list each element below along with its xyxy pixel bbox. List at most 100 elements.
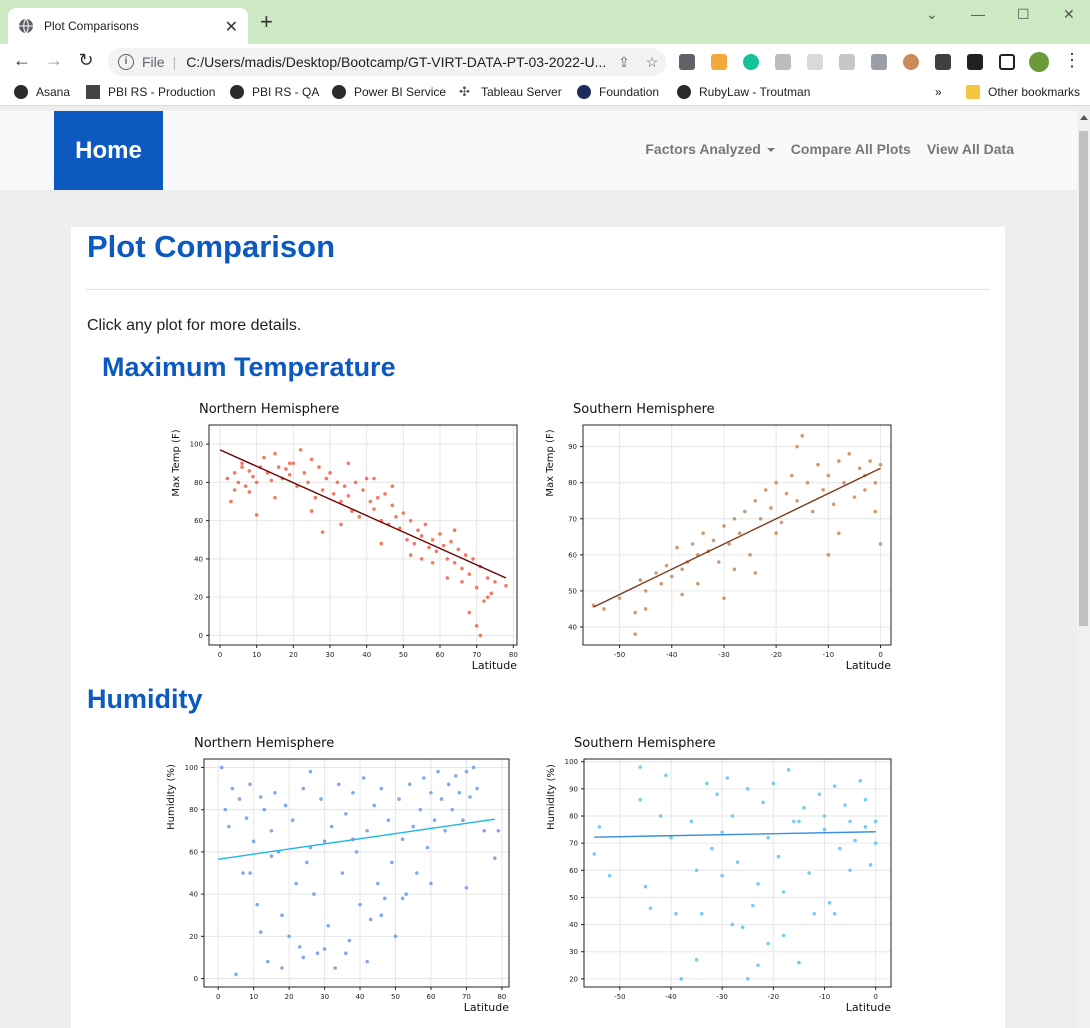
back-arrow-icon[interactable]: ← [13, 50, 31, 70]
data-point [711, 538, 716, 543]
data-point [745, 977, 750, 981]
data-point [669, 574, 674, 579]
bookmark-item[interactable]: Asana [14, 85, 70, 99]
data-point [375, 495, 380, 500]
y-tick-label: 40 [569, 921, 578, 929]
x-tick-label: -10 [823, 651, 834, 659]
y-tick-label: 50 [569, 894, 578, 902]
data-point [842, 480, 846, 485]
share-icon[interactable]: ⇪ [618, 53, 630, 70]
data-point [255, 902, 259, 907]
browser-tab[interactable]: Plot Comparisons ✕ [8, 8, 248, 44]
address-bar[interactable]: i File | C:/Users/madis/Desktop/Bootcamp… [108, 48, 666, 76]
vertical-scrollbar[interactable] [1077, 111, 1090, 1028]
data-point [722, 524, 726, 528]
data-point [456, 547, 461, 552]
data-point [418, 807, 423, 812]
bookmark-star-icon[interactable]: ☆ [645, 53, 659, 70]
data-point [454, 774, 458, 778]
bookmark-item[interactable]: PBI RS - Production [86, 85, 215, 99]
data-point [372, 803, 377, 808]
scrollbar-thumb[interactable] [1079, 131, 1088, 626]
kebab-menu-icon[interactable]: ⋮ [1063, 50, 1081, 70]
view-all-data-link[interactable]: View All Data [926, 141, 1014, 157]
data-point [597, 825, 602, 829]
grammarly-icon[interactable] [743, 54, 759, 70]
minimize-icon[interactable]: — [971, 6, 985, 22]
humidity-south-plot[interactable]: -50 -40 -30 -20 -10 0 20 30 40 50 60 70 80 90 100 South… [541, 729, 911, 1028]
data-point [715, 792, 719, 797]
data-point [234, 972, 238, 977]
data-point [638, 765, 643, 769]
bookmark-item[interactable]: Power BI Service [332, 85, 446, 99]
globe-icon [19, 18, 33, 34]
extension-icon[interactable] [903, 54, 919, 70]
data-point [336, 782, 341, 787]
y-tick-label: 60 [568, 551, 577, 559]
bookmark-item[interactable]: ✣ Tableau Server [459, 85, 562, 100]
info-icon[interactable]: i [118, 54, 134, 70]
x-tick-label: 30 [320, 993, 329, 1001]
extension-icon[interactable] [935, 54, 951, 70]
x-tick-label: 0 [218, 651, 222, 659]
new-tab-button[interactable]: + [260, 9, 273, 34]
y-tick-label: 0 [194, 975, 198, 983]
x-axis-label: Latitude [846, 659, 892, 672]
bookmark-item[interactable]: PBI RS - QA [230, 85, 319, 99]
bookmark-item[interactable]: Foundation [577, 85, 659, 99]
data-point [756, 963, 760, 968]
data-point [280, 966, 284, 970]
scroll-up-icon[interactable] [1080, 115, 1088, 120]
data-point [342, 484, 347, 489]
data-point [822, 814, 827, 818]
bookmark-label: RubyLaw - Troutman [699, 85, 811, 99]
bookmark-item[interactable]: RubyLaw - Troutman [677, 85, 810, 99]
data-point [375, 881, 380, 886]
data-point [463, 553, 468, 557]
data-point [648, 906, 653, 911]
max-temp-south-plot[interactable]: -50 -40 -30 -20 -10 0 40 50 60 70 80 90 Southern Hem… [541, 395, 901, 675]
y-tick-label: 80 [568, 479, 577, 487]
side-panel-icon[interactable] [999, 54, 1015, 70]
data-point [457, 790, 462, 795]
extension-icon[interactable] [871, 54, 887, 70]
extension-icon[interactable] [679, 54, 695, 70]
extension-icon[interactable] [775, 54, 791, 70]
compare-all-plots-link[interactable]: Compare All Plots [790, 141, 911, 157]
close-tab-icon[interactable]: ✕ [224, 19, 238, 36]
bookmarks-overflow-button[interactable]: » [935, 85, 942, 99]
data-point [737, 531, 742, 535]
data-point [219, 765, 224, 770]
forward-arrow-icon[interactable]: → [45, 50, 63, 70]
puzzle-icon[interactable] [967, 54, 983, 70]
y-tick-label: 20 [569, 975, 578, 983]
other-bookmarks[interactable]: Other bookmarks [966, 85, 1080, 99]
data-point [817, 792, 822, 797]
data-point [427, 545, 431, 550]
max-temp-north-plot[interactable]: 0 10 20 30 40 50 60 70 80 0 20 40 60 80 100 Northern He… [169, 395, 529, 675]
reload-icon[interactable]: ↻ [78, 50, 94, 70]
humidity-north-plot[interactable]: 0 10 20 30 40 50 60 70 80 0 20 40 60 80 100 Northern He… [161, 729, 531, 1028]
address-url[interactable]: C:/Users/madis/Desktop/Bootcamp/GT-VIRT-… [186, 54, 607, 70]
data-point [393, 934, 398, 939]
data-point [232, 488, 237, 492]
extension-icon[interactable] [839, 54, 855, 70]
data-point [680, 592, 684, 597]
extension-icon[interactable] [807, 54, 823, 70]
close-window-icon[interactable]: ✕ [1063, 6, 1075, 22]
data-point [404, 892, 408, 896]
maximize-icon[interactable]: ☐ [1017, 6, 1030, 22]
extension-icon[interactable] [711, 54, 727, 70]
data-point [781, 933, 786, 938]
x-tick-label: 20 [285, 993, 294, 1001]
data-point [365, 959, 369, 964]
bookmark-label: Power BI Service [354, 85, 447, 99]
x-tick-label: -20 [770, 651, 781, 659]
factors-analyzed-dropdown[interactable]: Factors Analyzed [645, 141, 775, 157]
data-point [826, 553, 831, 557]
regression-line [594, 831, 876, 838]
avatar[interactable] [1029, 52, 1049, 72]
home-brand-link[interactable]: Home [54, 111, 163, 190]
data-point [633, 610, 638, 615]
chevron-down-icon[interactable]: ⌄ [926, 6, 938, 22]
